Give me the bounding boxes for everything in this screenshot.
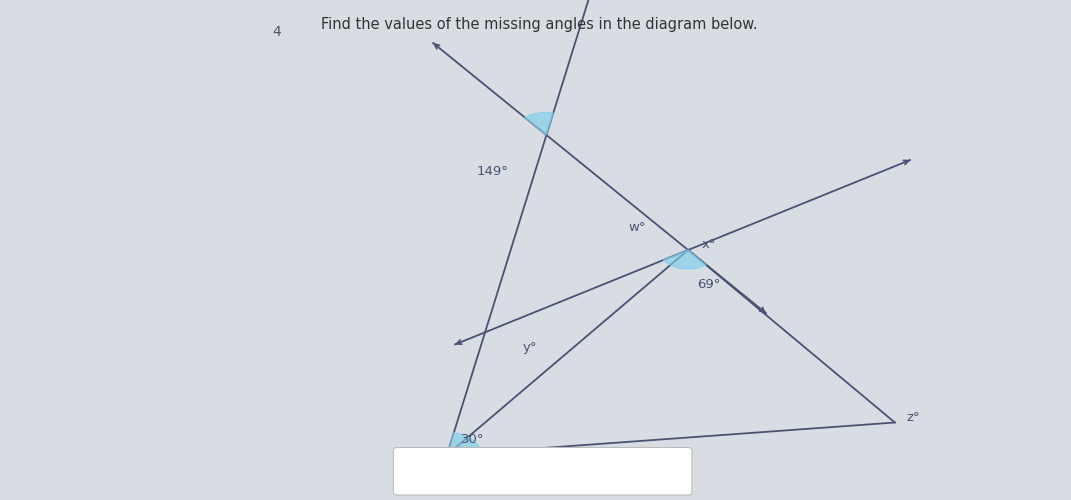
Text: 149°: 149° bbox=[477, 165, 508, 178]
Text: x°: x° bbox=[702, 238, 716, 252]
Text: z°: z° bbox=[906, 411, 920, 424]
Text: 69°: 69° bbox=[697, 278, 721, 290]
Text: y°: y° bbox=[523, 341, 537, 354]
Text: w°: w° bbox=[629, 221, 646, 234]
Polygon shape bbox=[447, 433, 481, 455]
Polygon shape bbox=[525, 112, 554, 135]
Text: –: – bbox=[420, 464, 427, 478]
FancyBboxPatch shape bbox=[393, 448, 692, 495]
Text: 4: 4 bbox=[272, 25, 281, 39]
Polygon shape bbox=[663, 250, 706, 269]
Text: □: □ bbox=[454, 460, 464, 470]
Text: 30°: 30° bbox=[461, 433, 484, 446]
Text: Find the values of the missing angles in the diagram below.: Find the values of the missing angles in… bbox=[320, 18, 757, 32]
Text: □: □ bbox=[454, 476, 464, 486]
